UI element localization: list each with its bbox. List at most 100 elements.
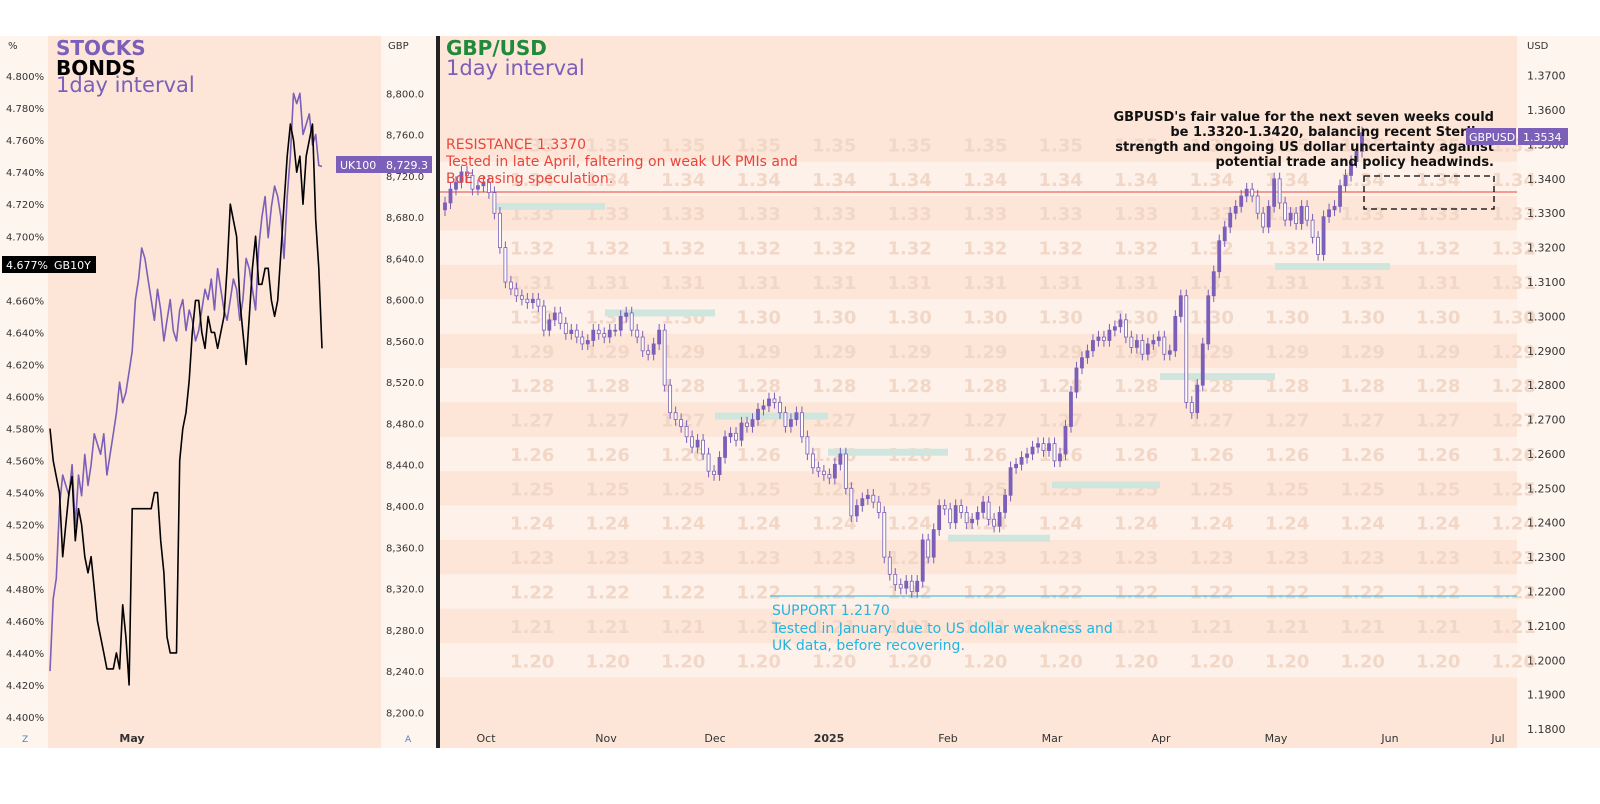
- band-watermark: 1.23: [661, 548, 705, 569]
- band-watermark: 1.29: [510, 342, 554, 363]
- zone-mark: [605, 309, 715, 317]
- candle-body: [1019, 457, 1024, 465]
- right-y-tick-label: 8,280.0: [386, 626, 424, 637]
- band-watermark: 1.31: [1265, 273, 1309, 294]
- candle-body: [1206, 295, 1211, 345]
- candle-body: [1014, 463, 1018, 469]
- candle-body: [492, 192, 497, 214]
- price-band: [440, 643, 1517, 678]
- left-interval: 1day interval: [56, 73, 195, 97]
- zone-marks: [495, 202, 1390, 542]
- gbpusd-price-badge: GBPUSD 1.3534: [1466, 128, 1568, 145]
- gbpusd-title: GBP/USD: [446, 36, 547, 60]
- right-y-tick-label: 8,680.0: [386, 213, 424, 224]
- band-watermark: 1.32: [510, 239, 554, 260]
- candle-body: [679, 419, 684, 427]
- band-watermark: 1.30: [963, 307, 1007, 328]
- candle-body: [662, 329, 667, 386]
- candle-body: [756, 408, 760, 420]
- bond-badge-value: 4.677%: [6, 259, 48, 272]
- candle-body: [772, 398, 777, 403]
- left-y-tick-label: 4.460%: [6, 617, 44, 628]
- price-tick-label: 1.2300: [1527, 551, 1566, 564]
- candle-body: [810, 453, 815, 469]
- band-watermark: 1.24: [1190, 514, 1234, 535]
- band-watermark: 1.20: [1039, 651, 1083, 672]
- band-watermark: 1.21: [888, 617, 932, 638]
- candle-body: [948, 508, 953, 524]
- candle-body: [832, 463, 837, 479]
- left-y-tick-label: 4.700%: [6, 232, 44, 243]
- band-watermark: 1.22: [661, 583, 705, 604]
- support-text-2: UK data, before recovering.: [772, 638, 965, 654]
- price-tick-label: 1.2800: [1527, 379, 1566, 392]
- band-watermark: 1.29: [1416, 342, 1460, 363]
- candle-body: [558, 312, 563, 324]
- band-watermark: 1.35: [888, 135, 932, 156]
- candle-body: [728, 432, 733, 438]
- candle-body: [882, 512, 887, 558]
- price-tick-label: 1.2200: [1527, 586, 1566, 599]
- left-y-tick-label: 4.480%: [6, 585, 44, 596]
- date-tick-label: Dec: [704, 732, 725, 745]
- candle-body: [975, 512, 980, 520]
- band-watermark: 1.28: [1265, 376, 1309, 397]
- band-watermark: 1.35: [510, 135, 554, 156]
- candle-body: [1008, 467, 1013, 496]
- band-watermark: 1.26: [737, 445, 781, 466]
- candle-body: [838, 453, 843, 465]
- candle-body: [706, 453, 711, 472]
- price-tick-label: 1.3300: [1527, 207, 1566, 220]
- band-watermark: 1.20: [1265, 651, 1309, 672]
- left-right-axis-background: [381, 36, 436, 748]
- band-watermark: 1.20: [510, 651, 554, 672]
- bonds-line: [49, 123, 323, 686]
- right-panel: 1.20 1.20 1.20 1.20 1.20 1.20 1.20 1.20 1.20 1.20…: [440, 36, 1600, 748]
- band-watermark: 1.32: [1341, 239, 1385, 260]
- band-watermark: 1.34: [1039, 170, 1083, 191]
- left-y-tick-label: 4.540%: [6, 489, 44, 500]
- candle-body: [1360, 132, 1364, 152]
- candle-body: [816, 467, 821, 472]
- left-y-tick-label: 4.580%: [6, 425, 44, 436]
- right-y-tick-label: 8,320.0: [386, 585, 424, 596]
- resistance-annotation: RESISTANCE 1.3370 Tested in late April, …: [445, 137, 798, 187]
- candle-body: [778, 401, 782, 414]
- left-y-tick-label: 4.780%: [6, 104, 44, 115]
- candle-body: [959, 505, 964, 513]
- candle-body: [1173, 316, 1178, 352]
- candle-body: [465, 171, 469, 176]
- band-watermark: 1.33: [1190, 204, 1234, 225]
- gbp-unit: GBP: [388, 41, 409, 52]
- left-corner-z: Z: [22, 735, 28, 745]
- candle-body: [1096, 336, 1101, 341]
- band-watermark: 1.23: [586, 548, 630, 569]
- band-watermark: 1.25: [1265, 479, 1309, 500]
- date-tick-label: Oct: [476, 732, 496, 745]
- candle-body: [640, 336, 645, 352]
- band-watermark: 1.35: [737, 135, 781, 156]
- candle-body: [476, 185, 480, 190]
- candle-body: [1321, 216, 1326, 255]
- gbpusd-badge-value: 1.3534: [1523, 131, 1562, 144]
- band-watermark: 1.22: [1039, 583, 1083, 604]
- right-x-tick-labels: Oct Nov Dec 2025 Feb Mar Apr May Jun Jul: [476, 732, 1504, 745]
- band-watermark: 1.26: [1492, 445, 1536, 466]
- candle-body: [1332, 205, 1337, 211]
- candle-body: [1343, 175, 1348, 187]
- candle-body: [1255, 195, 1260, 214]
- candle-body: [931, 529, 936, 558]
- band-watermark: 1.30: [1492, 307, 1536, 328]
- support-annotation: SUPPORT 1.2170 Tested in January due to …: [771, 603, 1113, 654]
- band-watermark: 1.32: [661, 239, 705, 260]
- band-watermark: 1.24: [1341, 514, 1385, 535]
- date-tick-label: 2025: [814, 732, 845, 745]
- candle-body: [624, 312, 629, 317]
- band-watermark: 1.26: [510, 445, 554, 466]
- pct-unit: %: [8, 41, 18, 52]
- fair-value-box: [1363, 175, 1495, 210]
- band-watermark: 1.31: [1190, 273, 1234, 294]
- band-watermark: 1.31: [1114, 273, 1158, 294]
- price-tick-label: 1.1900: [1527, 689, 1566, 702]
- band-watermark: 1.33: [963, 204, 1007, 225]
